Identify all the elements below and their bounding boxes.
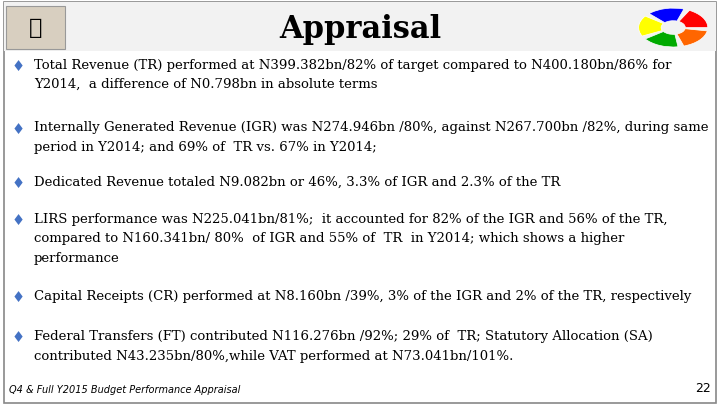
Wedge shape bbox=[639, 16, 663, 36]
Text: Q4 & Full Y2015 Budget Performance Appraisal: Q4 & Full Y2015 Budget Performance Appra… bbox=[9, 385, 240, 395]
FancyBboxPatch shape bbox=[6, 6, 65, 49]
Text: ♦: ♦ bbox=[12, 122, 24, 136]
Text: ♦: ♦ bbox=[12, 176, 24, 191]
Text: Federal Transfers (FT) contributed N116.276bn /92%; 29% of  TR; Statutory Alloca: Federal Transfers (FT) contributed N116.… bbox=[34, 330, 652, 362]
Wedge shape bbox=[677, 29, 707, 46]
Text: 🛡: 🛡 bbox=[30, 17, 42, 38]
Text: Internally Generated Revenue (IGR) was N274.946bn /80%, against N267.700bn /82%,: Internally Generated Revenue (IGR) was N… bbox=[34, 122, 708, 154]
FancyBboxPatch shape bbox=[4, 2, 716, 51]
Text: ♦: ♦ bbox=[12, 213, 24, 228]
Text: 22: 22 bbox=[696, 382, 711, 395]
Text: Appraisal: Appraisal bbox=[279, 14, 441, 45]
Text: Dedicated Revenue totaled N9.082bn or 46%, 3.3% of IGR and 2.3% of the TR: Dedicated Revenue totaled N9.082bn or 46… bbox=[34, 176, 560, 189]
Wedge shape bbox=[645, 32, 678, 47]
Text: ♦: ♦ bbox=[12, 59, 24, 74]
Text: ♦: ♦ bbox=[12, 330, 24, 345]
Wedge shape bbox=[679, 11, 708, 28]
Text: Total Revenue (TR) performed at N399.382bn/82% of target compared to N400.180bn/: Total Revenue (TR) performed at N399.382… bbox=[34, 59, 671, 91]
Text: LIRS performance was N225.041bn/81%;  it accounted for 82% of the IGR and 56% of: LIRS performance was N225.041bn/81%; it … bbox=[34, 213, 667, 264]
Wedge shape bbox=[649, 8, 684, 23]
Text: Capital Receipts (CR) performed at N8.160bn /39%, 3% of the IGR and 2% of the TR: Capital Receipts (CR) performed at N8.16… bbox=[34, 290, 691, 303]
Text: ♦: ♦ bbox=[12, 290, 24, 305]
